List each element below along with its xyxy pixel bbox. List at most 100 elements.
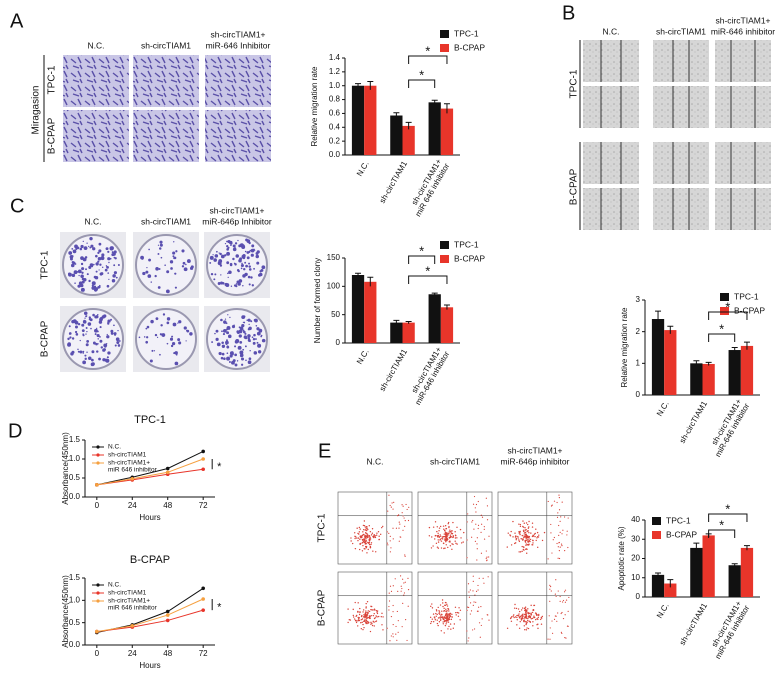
colony — [111, 279, 116, 283]
event — [367, 548, 369, 551]
event — [477, 584, 479, 587]
colony — [86, 340, 90, 343]
event — [532, 544, 534, 546]
event — [517, 537, 519, 539]
event — [392, 527, 394, 529]
event — [518, 613, 520, 615]
event — [529, 538, 532, 541]
event — [452, 535, 454, 537]
event — [444, 604, 446, 607]
colony — [83, 246, 88, 250]
y-axis-label: Number of formed clony — [313, 258, 322, 343]
panel-letter: E — [318, 440, 331, 462]
bar — [440, 108, 454, 155]
event — [382, 616, 384, 618]
event — [447, 608, 450, 610]
event — [442, 621, 444, 623]
panel-letter: C — [10, 195, 24, 217]
event — [455, 535, 457, 537]
event — [516, 624, 518, 626]
event — [466, 609, 468, 611]
colony — [156, 336, 159, 339]
event — [451, 532, 454, 535]
event — [481, 618, 483, 620]
colony — [240, 267, 243, 270]
colony — [159, 333, 162, 336]
event — [378, 535, 380, 537]
event — [390, 547, 392, 549]
colony — [169, 337, 174, 341]
colony — [226, 240, 228, 243]
image-panel — [205, 110, 271, 162]
event — [402, 505, 404, 507]
colony — [220, 318, 223, 322]
colony — [225, 283, 230, 288]
event — [454, 606, 457, 608]
y-tick-label: 0 — [336, 338, 341, 347]
event — [430, 605, 432, 608]
event — [362, 623, 364, 626]
event — [463, 531, 465, 534]
event — [532, 535, 534, 538]
event — [360, 618, 363, 621]
colony — [241, 323, 245, 328]
event — [510, 620, 513, 622]
colony — [87, 322, 92, 326]
event — [442, 602, 444, 604]
colony — [67, 272, 71, 276]
event — [368, 610, 371, 613]
event — [445, 610, 447, 613]
event — [369, 617, 371, 619]
event — [372, 550, 374, 552]
event — [472, 503, 475, 505]
event — [360, 535, 362, 538]
error-bar — [443, 304, 450, 310]
colony — [237, 239, 239, 242]
image-panel — [497, 571, 573, 645]
event — [452, 521, 454, 524]
image-panel — [653, 86, 709, 128]
event — [480, 514, 482, 516]
row-label: B-CPAP — [47, 117, 58, 154]
colony — [245, 359, 247, 362]
event — [558, 557, 561, 560]
row-label: TPC-1 — [40, 250, 51, 279]
event — [516, 616, 518, 619]
event — [361, 621, 363, 624]
significance-bracket — [408, 275, 448, 284]
colony — [77, 348, 79, 351]
event — [381, 624, 383, 626]
event — [515, 537, 518, 540]
colony — [242, 321, 245, 323]
colony — [155, 317, 159, 321]
colony — [86, 242, 88, 244]
event — [445, 528, 447, 530]
colony — [143, 336, 146, 338]
legend-label: B-CPAP — [734, 305, 765, 315]
legend-swatch — [652, 531, 661, 539]
colony — [256, 341, 259, 344]
event — [459, 528, 462, 531]
colony — [145, 327, 148, 330]
event — [521, 550, 523, 553]
error-bar — [393, 112, 400, 119]
colony — [236, 360, 239, 362]
colony — [92, 247, 96, 251]
event — [525, 613, 527, 615]
event — [361, 542, 364, 544]
colony — [88, 245, 90, 248]
event — [560, 516, 562, 518]
image-panel — [417, 571, 493, 645]
event — [437, 606, 439, 609]
event — [562, 529, 564, 531]
event — [528, 539, 530, 541]
colony — [105, 265, 108, 267]
colony — [97, 313, 99, 316]
chart-title: B-CPAP — [130, 554, 170, 566]
event — [447, 618, 449, 620]
colony — [219, 252, 222, 256]
y-tick-label: 0.5 — [69, 618, 81, 627]
colony — [71, 248, 74, 250]
event — [566, 625, 569, 627]
colony — [86, 330, 88, 333]
